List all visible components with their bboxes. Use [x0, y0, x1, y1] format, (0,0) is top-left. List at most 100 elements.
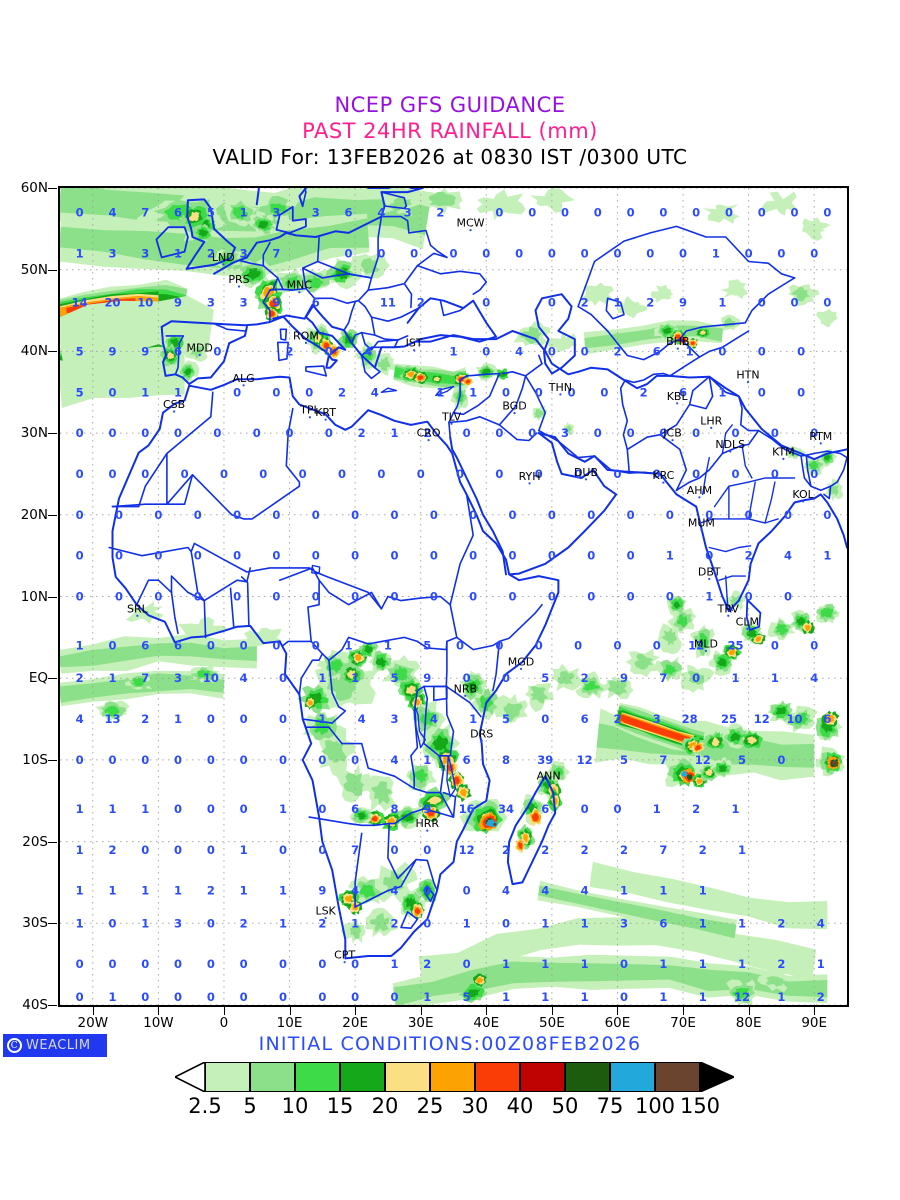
svg-text:4: 4: [390, 884, 398, 898]
colorbar-tick-label: 30: [461, 1094, 489, 1118]
svg-text:0: 0: [495, 639, 503, 653]
colorbar-swatch[interactable]: [475, 1062, 520, 1092]
svg-text:4: 4: [351, 884, 359, 898]
colorbar[interactable]: 2.5 5 10 15 20 25 30 40 50 75 100 150: [0, 1060, 900, 1122]
svg-text:1: 1: [76, 916, 84, 930]
svg-text:0: 0: [338, 467, 346, 481]
svg-text:0: 0: [390, 549, 398, 563]
svg-text:0: 0: [745, 590, 753, 604]
svg-text:1: 1: [732, 671, 740, 685]
svg-text:0: 0: [515, 246, 523, 260]
svg-text:0: 0: [76, 508, 84, 522]
lon-tick-label: 0: [219, 1015, 229, 1031]
svg-text:0: 0: [627, 426, 635, 440]
svg-text:0: 0: [207, 753, 215, 767]
svg-text:0: 0: [377, 246, 385, 260]
svg-text:12: 12: [459, 843, 475, 857]
svg-text:0: 0: [207, 802, 215, 816]
svg-text:0: 0: [561, 206, 569, 220]
svg-text:5: 5: [541, 671, 549, 685]
colorbar-swatch[interactable]: [430, 1062, 475, 1092]
lon-tick-label: 10E: [276, 1015, 303, 1031]
svg-text:0: 0: [581, 344, 589, 358]
lon-tick-mark: [158, 1007, 160, 1015]
svg-text:1: 1: [240, 206, 248, 220]
svg-text:0: 0: [646, 246, 654, 260]
svg-text:0: 0: [312, 508, 320, 522]
colorbar-swatch[interactable]: [565, 1062, 610, 1092]
svg-text:5: 5: [76, 385, 84, 399]
city-label: MLD: [694, 637, 718, 650]
colorbar-swatch[interactable]: [655, 1062, 700, 1092]
svg-text:7: 7: [351, 843, 359, 857]
lat-tick-label: EQ: [28, 670, 48, 687]
svg-text:0: 0: [423, 843, 431, 857]
svg-text:1: 1: [174, 712, 182, 726]
svg-text:7: 7: [659, 753, 667, 767]
svg-text:0: 0: [679, 246, 687, 260]
svg-text:4: 4: [358, 712, 366, 726]
svg-text:0: 0: [272, 508, 280, 522]
svg-text:25: 25: [721, 712, 737, 726]
svg-text:1: 1: [436, 385, 444, 399]
svg-text:0: 0: [692, 467, 700, 481]
city-label: MCW: [457, 217, 485, 230]
colorbar-tick-label: 150: [679, 1094, 721, 1118]
colorbar-swatch[interactable]: [610, 1062, 655, 1092]
lat-tick-mark: [48, 188, 57, 189]
svg-text:0: 0: [76, 206, 84, 220]
city-label: LND: [212, 251, 235, 264]
colorbar-swatch[interactable]: [385, 1062, 430, 1092]
svg-text:1: 1: [699, 957, 707, 971]
svg-text:1: 1: [141, 385, 149, 399]
city-label: KBL: [667, 390, 689, 403]
svg-text:1: 1: [738, 916, 746, 930]
svg-text:6: 6: [312, 295, 320, 309]
svg-text:0: 0: [312, 590, 320, 604]
svg-text:0: 0: [279, 957, 287, 971]
svg-text:0: 0: [692, 671, 700, 685]
colorbar-swatch[interactable]: [250, 1062, 295, 1092]
svg-text:0: 0: [745, 246, 753, 260]
weaclim-logo-badge[interactable]: C WEACLIM: [3, 1034, 107, 1057]
city-label: NRB: [454, 682, 477, 695]
svg-text:0: 0: [482, 295, 490, 309]
svg-text:1: 1: [240, 884, 248, 898]
svg-text:0: 0: [259, 467, 267, 481]
svg-text:9: 9: [620, 671, 628, 685]
weaclim-label: WEACLIM: [26, 1038, 91, 1053]
svg-text:0: 0: [213, 344, 221, 358]
svg-text:0: 0: [108, 916, 116, 930]
svg-text:4: 4: [541, 884, 549, 898]
svg-text:6: 6: [541, 802, 549, 816]
svg-text:1: 1: [423, 753, 431, 767]
svg-text:0: 0: [76, 467, 84, 481]
city-label: BHB: [666, 335, 689, 348]
svg-text:0: 0: [791, 206, 799, 220]
svg-text:1: 1: [76, 884, 84, 898]
svg-text:25: 25: [728, 639, 744, 653]
svg-text:0: 0: [108, 467, 116, 481]
svg-text:1: 1: [817, 957, 825, 971]
svg-text:13: 13: [104, 712, 120, 726]
lat-tick-label: 20N: [20, 506, 48, 523]
svg-text:2: 2: [581, 671, 589, 685]
colorbar-swatch[interactable]: [205, 1062, 250, 1092]
svg-text:2: 2: [745, 549, 753, 563]
svg-text:9: 9: [318, 884, 326, 898]
svg-text:4: 4: [581, 884, 589, 898]
svg-text:12: 12: [688, 639, 704, 653]
colorbar-swatch[interactable]: [520, 1062, 565, 1092]
city-label: MDD: [186, 342, 212, 355]
colorbar-swatch[interactable]: [340, 1062, 385, 1092]
svg-text:0: 0: [207, 957, 215, 971]
svg-text:0: 0: [613, 639, 621, 653]
svg-text:0: 0: [620, 957, 628, 971]
colorbar-swatch[interactable]: [295, 1062, 340, 1092]
svg-text:0: 0: [495, 467, 503, 481]
svg-text:0: 0: [797, 344, 805, 358]
svg-text:6: 6: [463, 753, 471, 767]
city-label: TLV: [441, 410, 462, 423]
